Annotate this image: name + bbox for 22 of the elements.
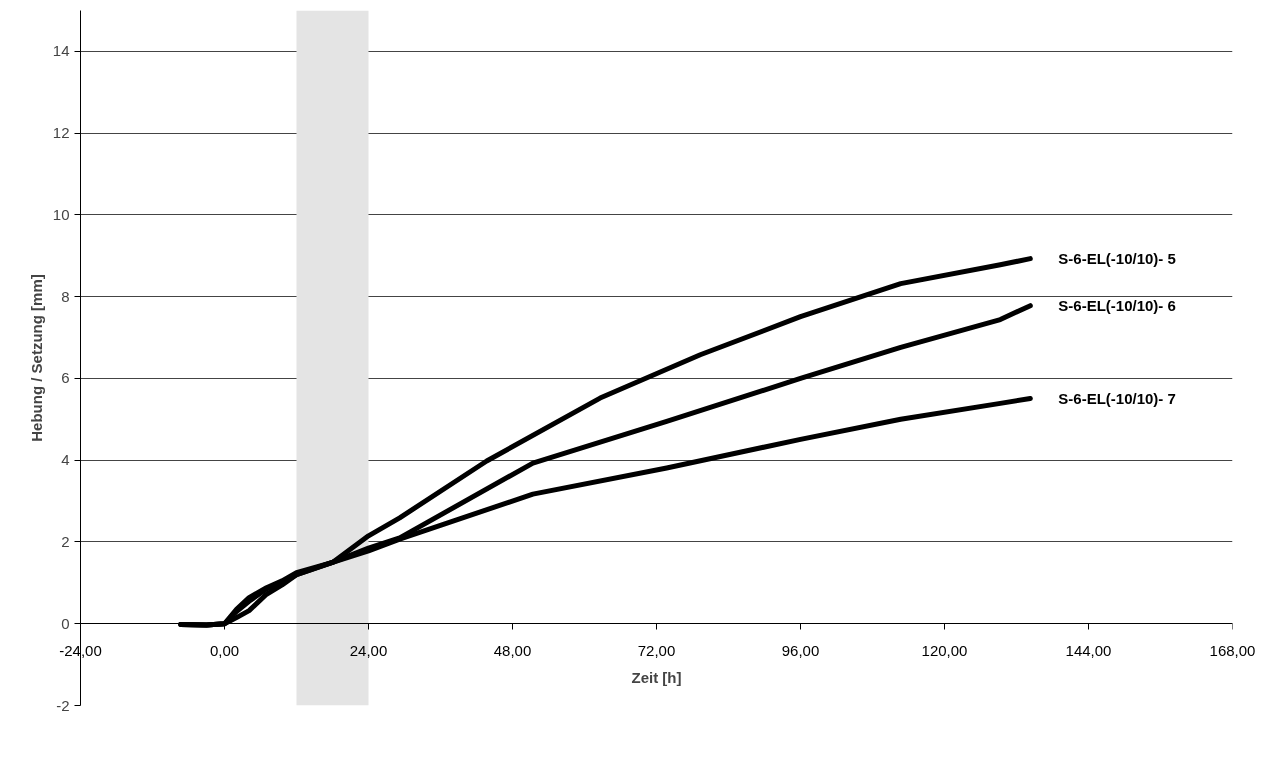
y-tick-label: 2: [61, 532, 70, 550]
x-tick-label: 48,00: [493, 641, 532, 659]
y-tick-label: 4: [61, 451, 70, 469]
y-axis-title: Hebung / Setzung [mm]: [27, 274, 45, 442]
x-tick-label: 96,00: [781, 641, 820, 659]
y-tick-label: 6: [61, 369, 70, 387]
x-tick-label: 144,00: [1065, 641, 1112, 659]
x-tick-label: 168,00: [1209, 641, 1256, 659]
x-tick-label: 24,00: [349, 641, 388, 659]
series-label: S-6-EL(-10/10)- 7: [1058, 389, 1176, 407]
series-label: S-6-EL(-10/10)- 5: [1058, 250, 1176, 268]
x-axis-title: Zeit [h]: [631, 668, 682, 686]
x-tick-label: 120,00: [921, 641, 968, 659]
y-tick-label: 14: [52, 42, 70, 60]
y-tick-label: 12: [52, 124, 70, 142]
x-tick-label: 0,00: [209, 641, 240, 659]
y-tick-label: 8: [61, 287, 70, 305]
y-tick-label: 10: [52, 205, 70, 223]
x-tick-label: 72,00: [637, 641, 676, 659]
y-tick-label: -2: [56, 696, 70, 714]
y-tick-label: 0: [61, 614, 70, 632]
series-label: S-6-EL(-10/10)- 6: [1058, 297, 1176, 315]
